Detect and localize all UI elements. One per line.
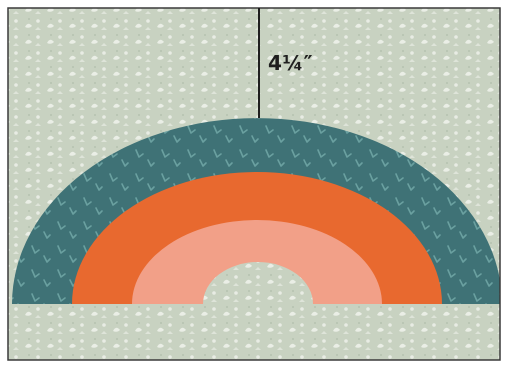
center-cutout xyxy=(203,262,313,304)
measurement-label: 4¼″ xyxy=(268,51,314,75)
block-border xyxy=(7,7,501,361)
bottom-fabric-strip xyxy=(8,304,500,360)
inner-arc-pink xyxy=(132,220,382,304)
